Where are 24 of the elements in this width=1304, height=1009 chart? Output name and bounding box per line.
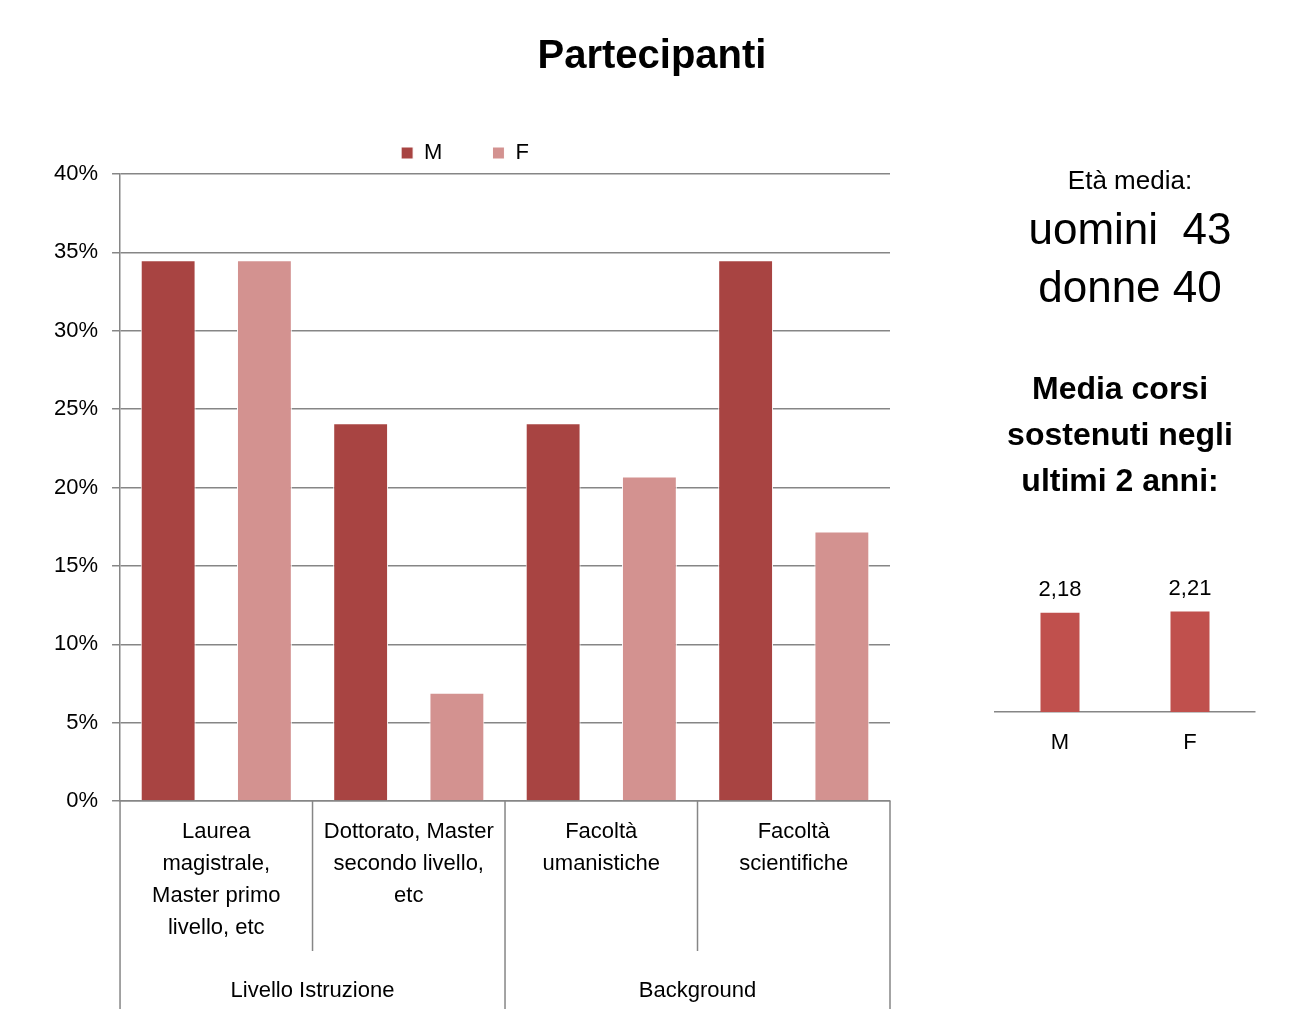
text: uomini 43	[1027, 203, 1233, 255]
y-tick-label: 40%	[53, 160, 99, 186]
y-tick-label: 20%	[53, 473, 99, 499]
x-tick-label: Facoltà scientifiche	[739, 818, 849, 876]
legend-label: F	[515, 139, 529, 165]
chart-title: Media corsi sostenuti negli ultimi 2 anni:	[1006, 369, 1234, 500]
y-tick-label: 5%	[66, 708, 99, 734]
text: Background	[638, 977, 757, 1003]
x-tick-label: Facoltà umanistiche	[542, 818, 660, 876]
y-tick-label: 30%	[53, 316, 99, 342]
x-tick-label: Dottorato, Master secondo livello, etc	[323, 818, 494, 908]
text: Livello Istruzione	[230, 977, 395, 1003]
data-label: 2,21	[1168, 574, 1212, 600]
text: Età media:	[1066, 164, 1194, 197]
y-tick-label: 25%	[53, 395, 99, 421]
y-tick-label: 0%	[66, 787, 99, 813]
legend-label: M	[424, 139, 443, 165]
chart-title: Partecipanti	[536, 32, 768, 77]
y-tick-label: 35%	[53, 238, 99, 264]
y-tick-label: 10%	[53, 630, 99, 656]
x-tick-label: Laurea magistrale, Master primo livello, etc	[152, 818, 281, 940]
text: donne 40	[1037, 261, 1223, 313]
data-label: 2,18	[1038, 575, 1082, 601]
y-tick-label: 15%	[53, 551, 99, 577]
